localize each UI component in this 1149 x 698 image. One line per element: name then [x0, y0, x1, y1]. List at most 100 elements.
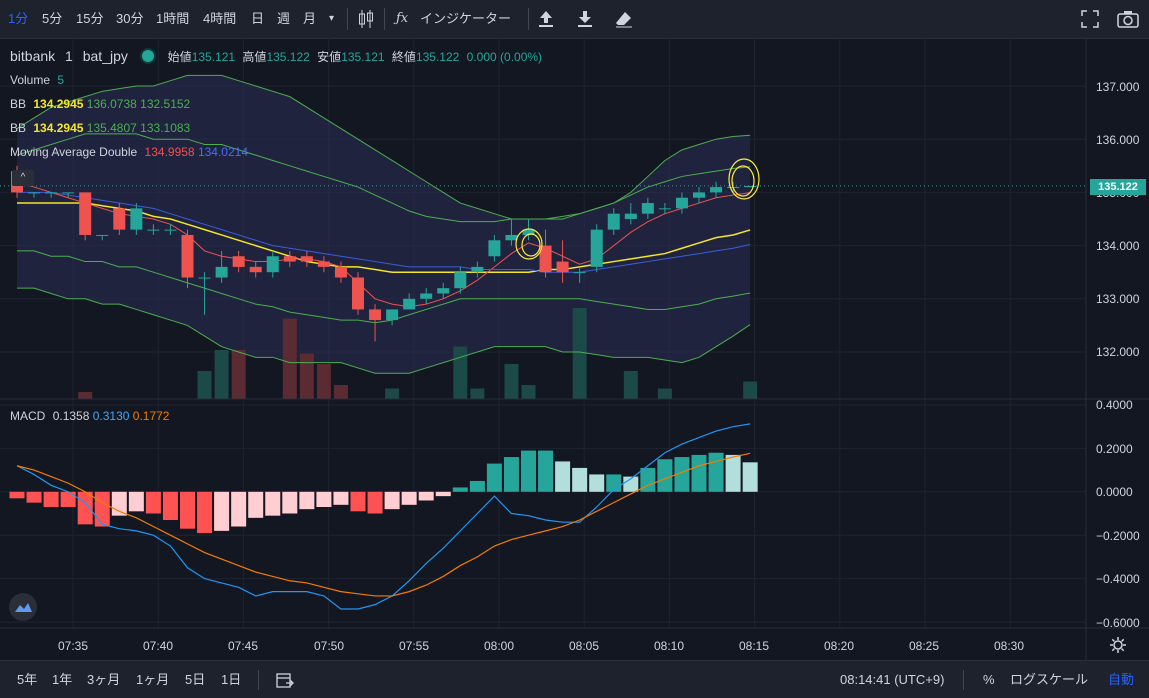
- candle-body: [79, 192, 92, 235]
- interval-5m[interactable]: 5分: [42, 11, 63, 26]
- time-tick: 07:40: [143, 639, 174, 653]
- chevron-down-icon[interactable]: ▾: [329, 13, 335, 24]
- time-tick: 07:50: [314, 639, 345, 653]
- range-1d[interactable]: 1日: [221, 672, 242, 687]
- divider: [258, 670, 259, 690]
- bb1-legend[interactable]: BB 134.2945 136.0738 132.5152: [10, 97, 190, 111]
- macd-line: [16, 423, 751, 610]
- interval-4h[interactable]: 4時間: [203, 11, 237, 26]
- range-1m[interactable]: 1ヶ月: [136, 672, 170, 687]
- fullscreen-icon[interactable]: [1081, 10, 1099, 28]
- volume-bar: [743, 381, 758, 399]
- candle-body: [181, 234, 194, 278]
- candle-body: [675, 197, 688, 209]
- bb-lower-1-line: [17, 250, 751, 324]
- divider: [347, 8, 348, 30]
- volume-bar: [470, 388, 485, 399]
- volume-legend[interactable]: Volume 5: [10, 73, 64, 87]
- macd-histogram-bar: [94, 491, 110, 527]
- macd-histogram-bar: [435, 491, 451, 497]
- macd-histogram-bar: [469, 480, 485, 492]
- macd-legend[interactable]: MACD 0.1358 0.3130 0.1772: [10, 409, 169, 423]
- high-value: 135.122: [266, 50, 310, 64]
- macd-histogram-bar: [145, 491, 161, 514]
- volume-bar: [197, 371, 212, 399]
- interval-1h[interactable]: 1時間: [156, 11, 190, 26]
- macd-histogram-bar: [128, 491, 144, 512]
- indicators-button[interactable]: インジケーター: [420, 11, 512, 26]
- log-scale-toggle[interactable]: ログスケール: [1010, 672, 1089, 687]
- candle-body: [573, 272, 586, 274]
- volume-bar: [504, 364, 519, 399]
- candle-body: [658, 208, 671, 210]
- interval-month[interactable]: 月: [303, 11, 317, 26]
- macd-histogram-bar: [555, 461, 571, 492]
- macd-tick: 0.2000: [1096, 442, 1133, 456]
- range-5y[interactable]: 5年: [17, 672, 38, 687]
- download-icon[interactable]: [577, 10, 593, 28]
- macd-histogram-bar: [486, 463, 502, 492]
- ma-slow-value: 134.0214: [197, 145, 249, 159]
- candle-body: [96, 234, 109, 236]
- time-tick: 08:30: [994, 639, 1025, 653]
- ma-fast-value: 134.9958: [144, 145, 195, 159]
- macd-histogram-bar: [162, 491, 178, 521]
- goto-date-icon[interactable]: [276, 671, 294, 689]
- range-1y[interactable]: 1年: [52, 672, 73, 687]
- candle-body: [522, 229, 535, 235]
- function-icon[interactable]: ƒx: [396, 11, 409, 26]
- candle-body: [113, 208, 126, 230]
- interval-day[interactable]: 日: [251, 11, 265, 26]
- bb2-legend[interactable]: BB 134.2945 135.4807 133.1083: [10, 121, 190, 135]
- macd-histogram-bar: [589, 474, 605, 492]
- candle-body: [28, 192, 41, 194]
- interval-1m[interactable]: 1分: [8, 11, 29, 26]
- interval-30m[interactable]: 30分: [116, 11, 144, 26]
- macd-histogram-bar: [503, 457, 519, 492]
- auto-scale-toggle[interactable]: 自動: [1108, 672, 1135, 687]
- interval-label: 1: [65, 48, 73, 64]
- open-label: 始値: [167, 50, 192, 64]
- candle-body: [198, 277, 211, 279]
- settings-gear-icon[interactable]: [1110, 637, 1126, 653]
- candle-body: [693, 192, 705, 198]
- range-3m[interactable]: 3ヶ月: [87, 672, 121, 687]
- upload-icon[interactable]: [538, 10, 554, 28]
- percent-toggle[interactable]: %: [983, 672, 995, 687]
- volume-bar: [214, 350, 229, 399]
- volume-bars: [78, 308, 758, 399]
- time-tick: 07:45: [228, 639, 259, 653]
- candle-style-icon[interactable]: [357, 9, 375, 29]
- candle-body: [590, 229, 603, 267]
- macd-tick: −0.2000: [1096, 529, 1140, 543]
- macd-tick: −0.6000: [1096, 616, 1140, 630]
- macd-histogram-bar: [299, 491, 315, 510]
- clock-time[interactable]: 08:14:41 (UTC+9): [840, 672, 945, 687]
- ma-legend[interactable]: Moving Average Double 134.9958 134.0214: [10, 145, 248, 159]
- close-label: 終値: [391, 50, 416, 64]
- time-tick: 08:00: [484, 639, 515, 653]
- candle-body: [215, 266, 228, 278]
- macd-histogram-bar: [333, 491, 349, 505]
- macd-histogram-bar: [214, 491, 230, 531]
- tradingview-logo-icon[interactable]: [9, 593, 37, 621]
- chart-area[interactable]: [0, 38, 1149, 660]
- open-value: 135.121: [191, 50, 236, 64]
- low-value: 135.121: [341, 50, 385, 64]
- candle-body: [744, 185, 757, 188]
- bb1-lower-value: 132.5152: [140, 97, 191, 111]
- collapse-legend-button[interactable]: ^: [12, 170, 34, 186]
- interval-week[interactable]: 週: [277, 11, 291, 26]
- bb2-lower-value: 133.1083: [140, 121, 191, 135]
- candle-body: [283, 256, 296, 262]
- interval-15m[interactable]: 15分: [76, 11, 104, 26]
- candle-body: [352, 277, 364, 310]
- volume-bar: [231, 350, 246, 399]
- macd-histogram-bar: [197, 491, 213, 534]
- signal-line: [16, 452, 751, 597]
- range-5d[interactable]: 5日: [185, 672, 206, 687]
- eraser-icon[interactable]: [615, 10, 633, 28]
- camera-icon[interactable]: [1117, 10, 1139, 28]
- bb1-upper-value: 136.0738: [86, 97, 137, 111]
- bb-upper-2-line: [16, 74, 751, 220]
